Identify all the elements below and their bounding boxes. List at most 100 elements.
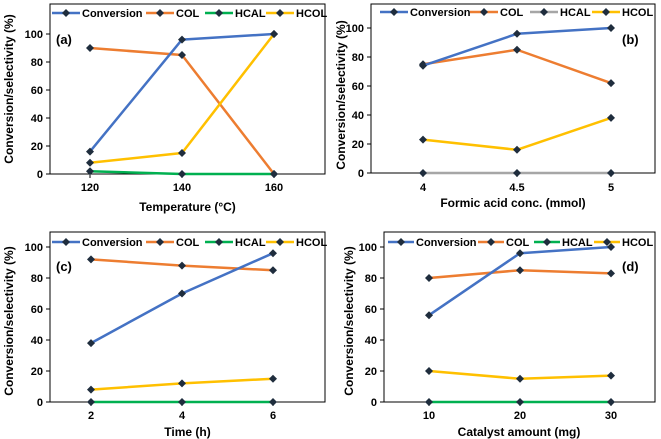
- y-tick-label: 60: [352, 81, 364, 93]
- y-tick-label: 20: [365, 366, 377, 378]
- legend-marker-col: [156, 9, 164, 17]
- panel-d-x-ticks: 10 20 30: [423, 402, 617, 422]
- x-tick-label: 5: [608, 182, 614, 194]
- panel-c-label: (c): [56, 259, 72, 274]
- data-point-hcal: [513, 169, 521, 177]
- panel-a-x-ticks: 120 140 160: [81, 174, 283, 194]
- data-point-conversion: [270, 30, 278, 38]
- legend-marker-hcol: [602, 8, 610, 16]
- panel-a-y-ticks: 0 20 40 60 80 100: [25, 29, 50, 181]
- panel-d-label: (d): [622, 259, 639, 274]
- panel-c-data-series: [87, 249, 277, 406]
- panel-b-y-axis-label: Conversion/selectivity (%): [334, 20, 348, 169]
- data-point-col: [87, 255, 95, 264]
- data-point-col: [516, 266, 524, 275]
- data-point-conversion: [607, 24, 615, 32]
- legend-marker-hcal: [215, 9, 223, 17]
- panel-a-data-series: [86, 30, 278, 178]
- data-point-conversion: [607, 243, 615, 251]
- data-point-conversion: [86, 147, 94, 156]
- data-point-hcol: [607, 371, 615, 380]
- panel-c: 0 20 40 60 80 100 2 4 6 Time (h) Convers…: [2, 231, 327, 439]
- legend-label-conversion: Conversion: [410, 7, 471, 19]
- legend-label-col: COL: [176, 8, 200, 20]
- y-tick-label: 80: [31, 273, 43, 285]
- series-line-conversion: [428, 245, 612, 317]
- data-point-hcal: [425, 398, 433, 406]
- data-point-col: [178, 261, 186, 270]
- y-tick-label: 80: [365, 273, 377, 285]
- panel-d-data-series: [425, 243, 615, 406]
- panel-d-legend: Conversion COL HCAL HCOL: [388, 237, 653, 249]
- x-tick-label: 4: [420, 182, 427, 194]
- x-tick-label: 30: [605, 410, 617, 422]
- panel-b-legend: Conversion COL HCAL HCOL: [380, 7, 653, 19]
- y-tick-label: 40: [31, 113, 43, 125]
- legend-marker-hcol: [276, 238, 284, 246]
- legend-marker-conversion: [390, 8, 398, 16]
- x-tick-label: 140: [173, 182, 191, 194]
- y-tick-label: 100: [25, 242, 43, 254]
- data-point-hcal: [269, 398, 277, 406]
- data-point-hcol: [86, 158, 94, 167]
- data-point-hcal: [607, 398, 615, 406]
- legend-label-hcol: HCOL: [296, 237, 327, 249]
- panel-c-y-ticks: 0 20 40 60 80 100: [25, 242, 50, 409]
- panel-b-label: (b): [622, 32, 639, 47]
- panel-b: 0 20 40 60 80 100 4 4.5 5 Formic acid co…: [334, 3, 656, 210]
- legend-label-hcal: HCAL: [235, 8, 266, 20]
- x-tick-label: 160: [265, 182, 283, 194]
- legend-label-conversion: Conversion: [82, 8, 143, 20]
- y-tick-label: 80: [352, 52, 364, 64]
- x-tick-label: 4: [179, 410, 186, 422]
- panel-c-legend: Conversion COL HCAL HCOL: [52, 237, 327, 249]
- data-point-hcol: [87, 385, 95, 394]
- data-point-hcal: [516, 398, 524, 406]
- legend-marker-col: [480, 8, 488, 16]
- data-point-hcol: [178, 379, 186, 388]
- y-tick-label: 20: [31, 141, 43, 153]
- y-tick-label: 20: [31, 366, 43, 378]
- legend-label-hcal: HCAL: [560, 7, 591, 19]
- legend-label-hcol: HCOL: [296, 8, 327, 20]
- data-point-col: [607, 79, 615, 88]
- legend-label-hcol: HCOL: [622, 237, 653, 249]
- data-point-col: [178, 51, 186, 59]
- panel-a: 0 20 40 60 80 100 120 140 160 Temperatur…: [2, 3, 327, 214]
- data-point-col: [269, 266, 277, 275]
- panel-d-y-ticks: 0 20 40 60 80 100: [359, 242, 384, 409]
- panel-b-data-series: [419, 24, 615, 177]
- y-tick-label: 0: [371, 397, 377, 409]
- legend-marker-conversion: [62, 238, 70, 246]
- data-point-hcol: [607, 113, 615, 122]
- data-point-conversion: [419, 61, 427, 70]
- legend-marker-col: [487, 238, 495, 246]
- data-point-hcal: [87, 398, 95, 406]
- x-tick-label: 2: [88, 410, 94, 422]
- data-point-hcol: [425, 367, 433, 375]
- y-tick-label: 0: [37, 397, 43, 409]
- data-point-hcal: [607, 169, 615, 177]
- panel-a-label: (a): [56, 32, 72, 47]
- x-tick-label: 10: [423, 410, 435, 422]
- data-point-conversion: [269, 249, 277, 258]
- legend-label-conversion: Conversion: [416, 237, 477, 249]
- data-point-col: [513, 45, 521, 54]
- y-tick-label: 40: [365, 335, 377, 347]
- data-point-hcol: [513, 145, 521, 154]
- legend-label-col: COL: [500, 7, 524, 19]
- panel-a-y-axis-label: Conversion/selectivity (%): [2, 14, 16, 163]
- series-line-col: [422, 48, 612, 85]
- y-tick-label: 100: [359, 242, 377, 254]
- data-point-conversion: [178, 35, 186, 44]
- data-point-hcal: [419, 169, 427, 177]
- y-tick-label: 40: [31, 335, 43, 347]
- panel-d-y-axis-label: Conversion/selectivity (%): [342, 246, 356, 395]
- data-point-conversion: [425, 311, 433, 320]
- y-tick-label: 0: [37, 169, 43, 181]
- y-tick-label: 100: [346, 23, 364, 35]
- panel-c-x-axis-label: Time (h): [164, 425, 210, 439]
- panel-d: 0 20 40 60 80 100 10 20 30 Catalyst amou…: [342, 231, 656, 439]
- panel-c-y-axis-label: Conversion/selectivity (%): [2, 246, 16, 395]
